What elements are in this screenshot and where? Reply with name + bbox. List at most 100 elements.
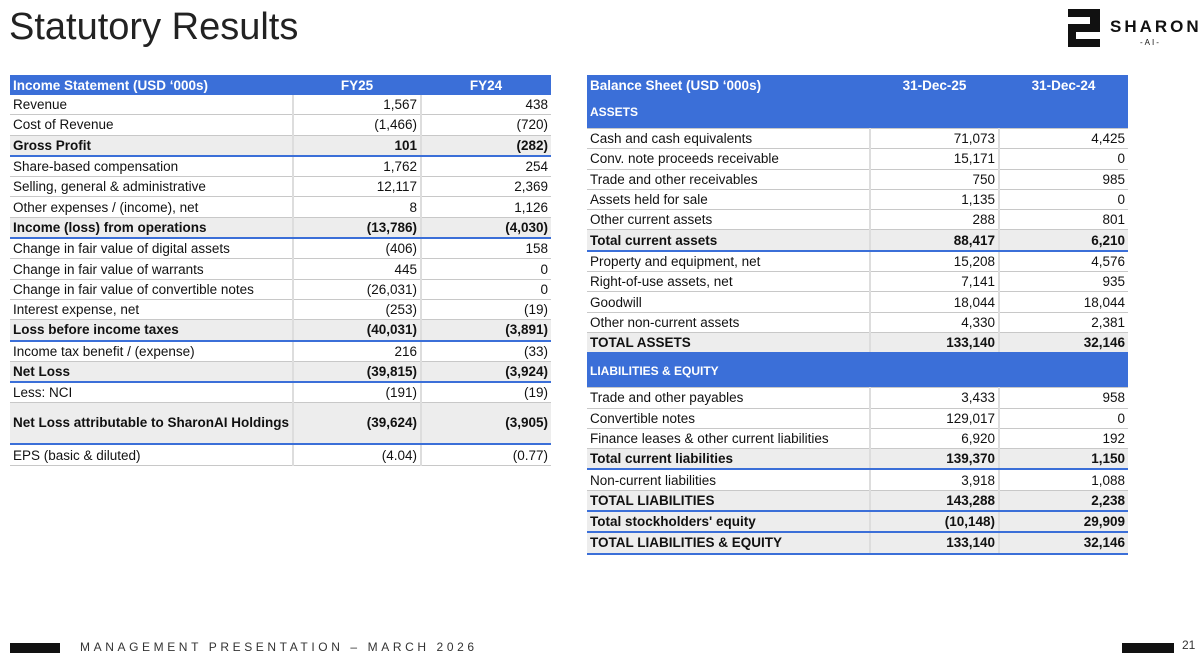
value-fy25: 8 [292, 196, 421, 218]
row-label: Right-of-use assets, net [587, 271, 870, 293]
value-2024: 0 [998, 408, 1128, 429]
table-row: Convertible notes 129,017 0 [587, 408, 1128, 429]
value-2024: 985 [998, 169, 1128, 190]
row-label: Change in fair value of warrants [10, 258, 293, 280]
value-fy25: 12,117 [292, 176, 421, 198]
value-2025: 3,433 [869, 387, 999, 409]
value-2024: 6,210 [998, 229, 1128, 252]
table-row: Change in fair value of warrants 445 0 [10, 258, 551, 280]
row-label: Net Loss [10, 361, 293, 384]
table-row: Conv. note proceeds receivable 15,171 0 [587, 148, 1128, 170]
row-label: Trade and other receivables [587, 169, 870, 190]
table-row: Other current assets 288 801 [587, 209, 1128, 231]
row-label: TOTAL ASSETS [587, 332, 870, 355]
table-row: Net Loss (39,815) (3,924) [10, 361, 551, 384]
value-2024: 32,146 [998, 332, 1128, 355]
value-fy25: 101 [292, 135, 421, 157]
value-fy24: (19) [420, 382, 551, 404]
value-2025: 15,171 [869, 148, 999, 170]
table-row: EPS (basic & diluted) (4.04) (0.77) [10, 444, 551, 466]
table-row: Total current assets 88,417 6,210 [587, 229, 1128, 252]
table-row: Other non-current assets 4,330 2,381 [587, 312, 1128, 333]
table-row: TOTAL LIABILITIES & EQUITY 133,140 32,146 [587, 532, 1128, 555]
value-2025: 3,918 [869, 469, 999, 491]
value-2024: 0 [998, 148, 1128, 170]
value-fy24: 254 [420, 155, 551, 178]
row-label: Income tax benefit / (expense) [10, 340, 293, 362]
row-label: Assets held for sale [587, 189, 870, 211]
row-label: Less: NCI [10, 382, 293, 404]
row-label: Change in fair value of digital assets [10, 238, 293, 260]
row-label: Revenue [10, 95, 293, 116]
value-fy25: (253) [292, 299, 421, 321]
footer-bar-left [10, 643, 60, 653]
value-2024: 192 [998, 428, 1128, 450]
row-label: Property and equipment, net [587, 250, 870, 273]
value-fy25: (406) [292, 238, 421, 260]
section-header-row: ASSETS [587, 95, 1128, 129]
table-row: Change in fair value of digital assets (4… [10, 238, 551, 260]
value-fy25: (4.04) [292, 444, 421, 466]
income-header-fy24: FY24 [421, 75, 551, 95]
row-label: Income (loss) from operations [10, 217, 293, 240]
row-label: Finance leases & other current liabiliti… [587, 428, 870, 450]
table-row: Right-of-use assets, net 7,141 935 [587, 271, 1128, 293]
value-fy24: 2,369 [420, 176, 551, 198]
row-label: Trade and other payables [587, 387, 870, 409]
table-row: Property and equipment, net 15,208 4,576 [587, 250, 1128, 273]
value-fy24: (3,891) [420, 319, 551, 342]
value-2025: 18,044 [869, 291, 999, 313]
value-fy24: (3,905) [420, 402, 551, 446]
row-label: TOTAL LIABILITIES & EQUITY [587, 532, 870, 555]
value-2024: 1,088 [998, 469, 1128, 491]
value-fy24: (19) [420, 299, 551, 321]
table-row: Non-current liabilities 3,918 1,088 [587, 469, 1128, 491]
value-fy25: 216 [292, 340, 421, 362]
value-fy25: (39,815) [292, 361, 421, 384]
table-row: Cash and cash equivalents 71,073 4,425 [587, 128, 1128, 150]
value-2024: 2,381 [998, 312, 1128, 333]
row-label: Other expenses / (income), net [10, 196, 293, 218]
row-label: Cost of Revenue [10, 114, 293, 136]
balance-header-label: Balance Sheet (USD ‘000s) [587, 75, 870, 95]
value-fy24: (3,924) [420, 361, 551, 384]
row-label: Selling, general & administrative [10, 176, 293, 198]
table-row: Loss before income taxes (40,031) (3,891) [10, 319, 551, 342]
value-fy25: (191) [292, 382, 421, 404]
logo-mark-icon [1068, 9, 1100, 47]
value-2024: 4,425 [998, 128, 1128, 150]
row-label: Goodwill [587, 291, 870, 313]
income-header-fy25: FY25 [293, 75, 421, 95]
table-row: Total current liabilities 139,370 1,150 [587, 448, 1128, 471]
row-label: Cash and cash equivalents [587, 128, 870, 150]
page-title: Statutory Results [9, 6, 299, 48]
value-2025: (10,148) [869, 511, 999, 534]
row-label: Conv. note proceeds receivable [587, 148, 870, 170]
table-row: Income (loss) from operations (13,786) (4,… [10, 217, 551, 240]
value-2025: 7,141 [869, 271, 999, 293]
value-fy24: 158 [420, 238, 551, 260]
table-row: Finance leases & other current liabiliti… [587, 428, 1128, 450]
value-2025: 1,135 [869, 189, 999, 211]
value-fy24: (282) [420, 135, 551, 157]
page-number: 21 [1182, 638, 1196, 652]
value-2025: 15,208 [869, 250, 999, 273]
value-2024: 1,150 [998, 448, 1128, 471]
value-fy25: 445 [292, 258, 421, 280]
value-2024: 32,146 [998, 532, 1128, 555]
section-label: LIABILITIES & EQUITY [587, 353, 1128, 389]
table-row: Income tax benefit / (expense) 216 (33) [10, 340, 551, 362]
balance-sheet-table: Balance Sheet (USD ‘000s) 31-Dec-25 31-D… [587, 75, 1128, 555]
table-row: Total stockholders' equity (10,148) 29,909 [587, 511, 1128, 534]
value-2024: 801 [998, 209, 1128, 231]
row-label: Change in fair value of convertible note… [10, 279, 293, 300]
table-row: Assets held for sale 1,135 0 [587, 189, 1128, 211]
value-fy25: (1,466) [292, 114, 421, 136]
value-2025: 133,140 [869, 532, 999, 555]
row-label: Non-current liabilities [587, 469, 870, 491]
row-label: Net Loss attributable to SharonAI Holdin… [10, 402, 293, 446]
logo-sub: -AI- [1140, 38, 1161, 47]
row-label: Gross Profit [10, 135, 293, 157]
value-fy24: 438 [420, 95, 551, 116]
row-label: Other current assets [587, 209, 870, 231]
